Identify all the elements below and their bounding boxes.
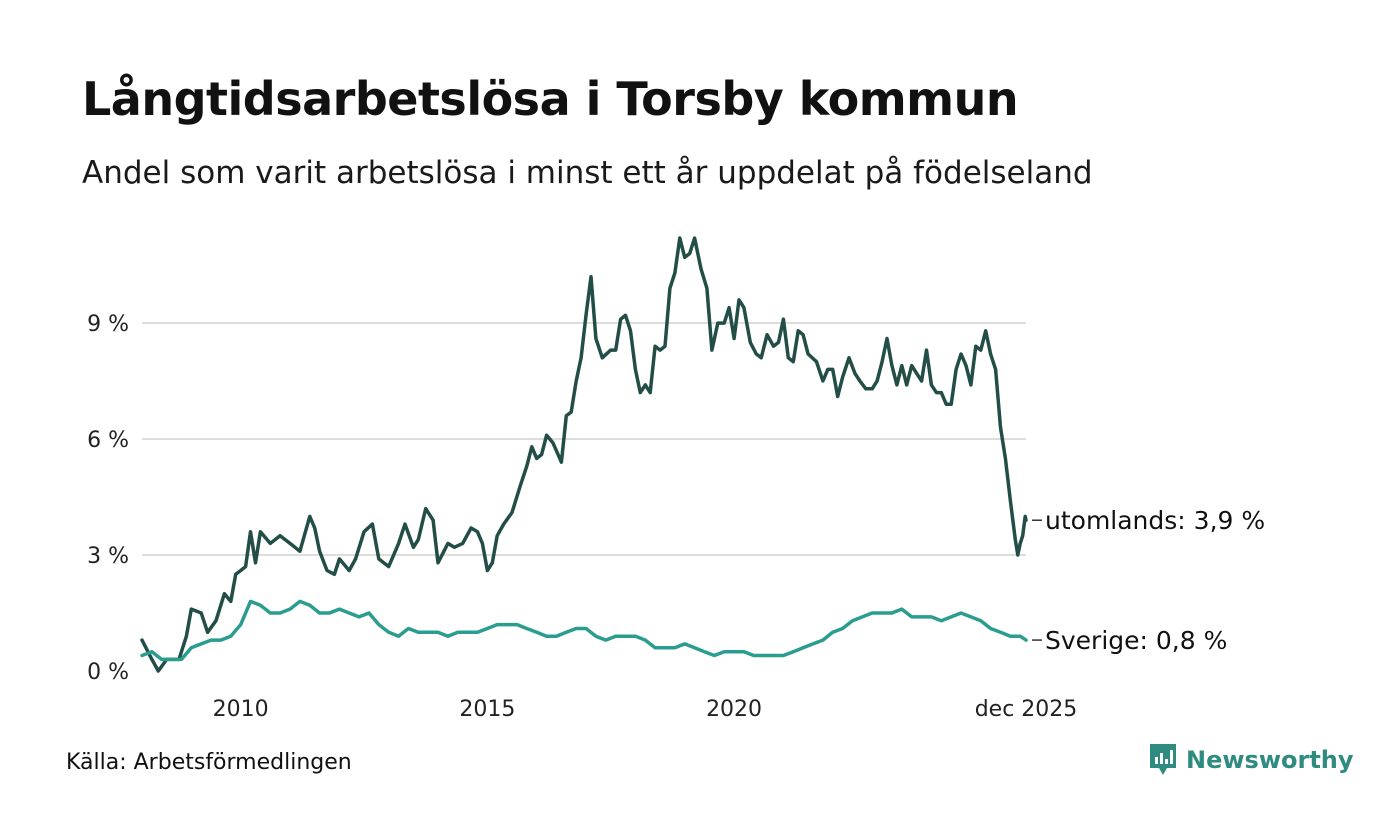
y-axis-ticks: 0 % 3 % 6 % 9 % (87, 312, 129, 685)
x-tick-label: dec 2025 (975, 697, 1078, 722)
series-line-utomlands (140, 236, 1028, 673)
y-tick-label: 3 % (87, 544, 129, 569)
brand-name: Newsworthy (1186, 746, 1354, 774)
series-line-sverige (140, 599, 1028, 662)
newsworthy-logo-icon (1150, 744, 1176, 775)
y-tick-label: 9 % (87, 312, 129, 337)
source-note: Källa: Arbetsförmedlingen (66, 750, 352, 775)
series-end-label: Sverige: 0,8 % (1045, 626, 1227, 655)
series-end-label: utomlands: 3,9 % (1045, 506, 1265, 535)
x-tick-label: 2020 (706, 697, 762, 722)
series-lines (140, 236, 1028, 673)
y-tick-label: 0 % (87, 660, 129, 685)
x-tick-label: 2010 (213, 697, 269, 722)
chart-title: Långtidsarbetslösa i Torsby kommun (82, 72, 1019, 126)
y-tick-label: 6 % (87, 428, 129, 453)
line-chart: 0 % 3 % 6 % 9 % 2010 2015 2020 dec 2025 utomla… (87, 236, 1265, 722)
chart-subtitle: Andel som varit arbetslösa i minst ett å… (82, 155, 1093, 191)
x-tick-label: 2015 (459, 697, 515, 722)
brand-logo[interactable]: Newsworthy (1148, 742, 1354, 778)
gridlines (142, 322, 1026, 557)
series-end-labels: utomlands: 3,9 % Sverige: 0,8 % (1032, 506, 1265, 655)
x-axis-ticks: 2010 2015 2020 dec 2025 (213, 697, 1078, 722)
